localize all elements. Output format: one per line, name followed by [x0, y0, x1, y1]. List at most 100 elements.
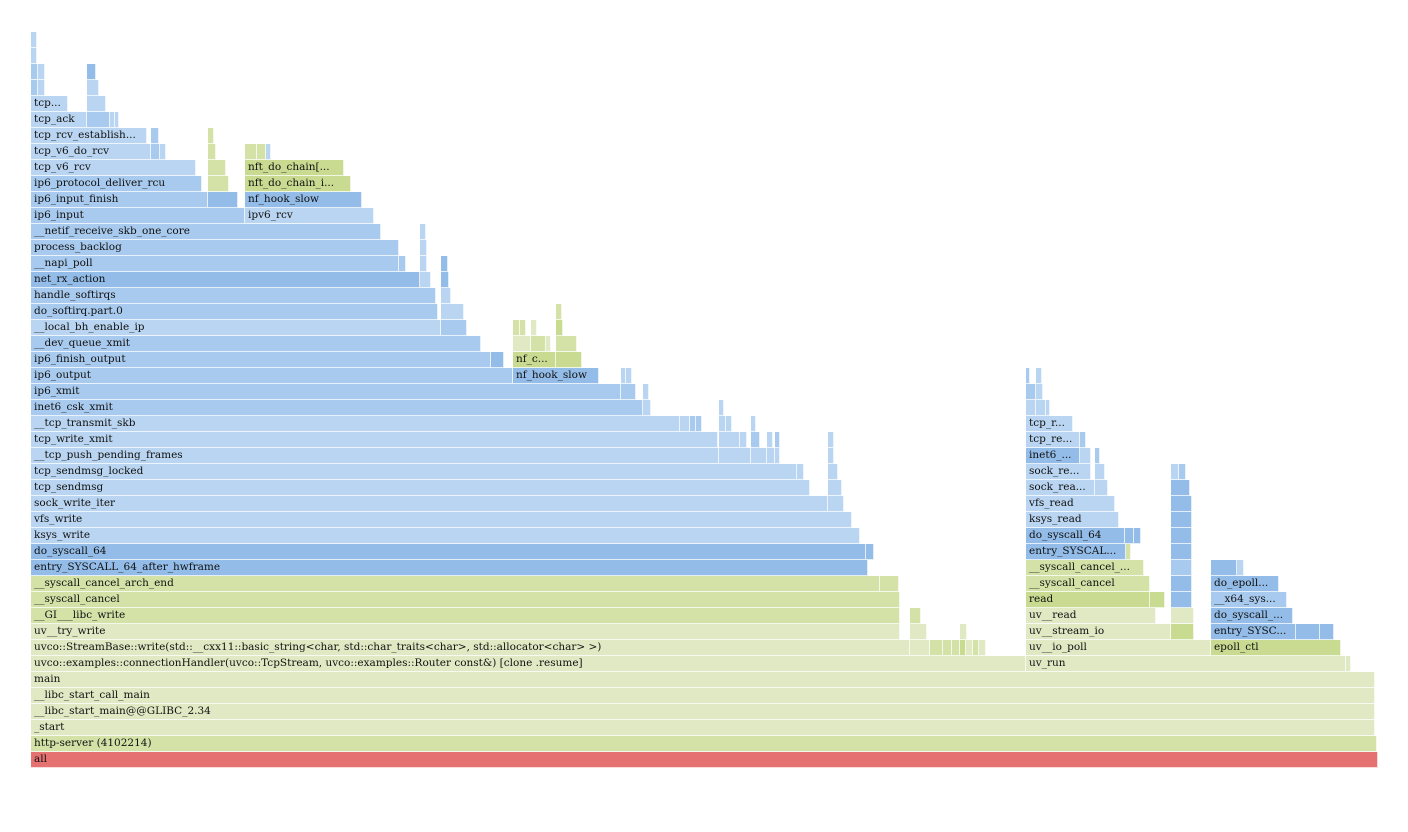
frame-libc-start-main-glibc-2-34[interactable]: __libc_start_main@@GLIBC_2.34 — [31, 704, 1376, 720]
frame[interactable] — [31, 48, 38, 64]
frame[interactable] — [531, 336, 546, 352]
frame-process-backlog[interactable]: process_backlog — [31, 240, 399, 256]
frame[interactable] — [519, 320, 526, 336]
frame-uv-run[interactable]: uv_run — [1026, 656, 1347, 672]
frame[interactable] — [207, 160, 227, 176]
frame[interactable] — [207, 128, 215, 144]
frame[interactable] — [257, 144, 267, 160]
frame-uvco-examples-connectionhandler-uvco-tcp[interactable]: uvco::examples::connectionHandler(uvco::… — [31, 656, 1027, 672]
frame-tcp-ack[interactable]: tcp_ack — [31, 112, 88, 128]
frame[interactable] — [245, 144, 258, 160]
frame-do-syscall[interactable]: do_syscall_... — [1210, 608, 1293, 624]
frame-do-epoll[interactable]: do_epoll... — [1210, 576, 1279, 592]
frame[interactable] — [910, 624, 928, 640]
frame[interactable] — [1170, 528, 1192, 544]
frame[interactable] — [151, 128, 159, 144]
frame-tcp-re[interactable]: tcp_re... — [1026, 432, 1081, 448]
frame[interactable] — [642, 400, 651, 416]
frame[interactable] — [1170, 496, 1192, 512]
frame[interactable] — [1080, 432, 1087, 448]
frame[interactable] — [929, 640, 944, 656]
frame-ksys-read[interactable]: ksys_read — [1026, 512, 1119, 528]
frame-nft-do-chain-i[interactable]: nft_do_chain_i... — [245, 176, 352, 192]
frame[interactable] — [1026, 400, 1036, 416]
frame-uv-io-poll[interactable]: uv__io_poll — [1026, 640, 1211, 656]
frame-http-server-4102214[interactable]: http-server (4102214) — [31, 736, 1378, 752]
frame[interactable] — [1170, 624, 1194, 640]
frame-tcp-transmit-skb[interactable]: __tcp_transmit_skb — [31, 416, 680, 432]
frame-epoll-ctl[interactable]: epoll_ctl — [1210, 640, 1341, 656]
frame[interactable] — [960, 640, 967, 656]
frame[interactable] — [207, 192, 239, 208]
frame[interactable] — [555, 304, 562, 320]
frame[interactable] — [555, 336, 577, 352]
frame[interactable] — [420, 240, 427, 256]
frame[interactable] — [441, 256, 449, 272]
frame-tcp-push-pending-frames[interactable]: __tcp_push_pending_frames — [31, 448, 720, 464]
frame-do-softirq-part-0[interactable]: do_softirq.part.0 — [31, 304, 438, 320]
frame[interactable] — [1026, 384, 1036, 400]
frame[interactable] — [1170, 464, 1179, 480]
frame-entry-sysc[interactable]: entry_SYSC... — [1210, 624, 1296, 640]
frame[interactable] — [441, 304, 465, 320]
frame[interactable] — [38, 80, 45, 96]
frame[interactable] — [642, 384, 649, 400]
frame[interactable] — [31, 64, 38, 80]
frame-inet6-csk-xmit[interactable]: inet6_csk_xmit — [31, 400, 643, 416]
frame[interactable] — [719, 416, 727, 432]
frame[interactable] — [828, 480, 843, 496]
frame[interactable] — [719, 400, 725, 416]
frame-ip6-input[interactable]: ip6_input — [31, 208, 246, 224]
frame[interactable] — [751, 448, 768, 464]
frame-nf-hook-slow[interactable]: nf_hook_slow — [245, 192, 363, 208]
frame[interactable] — [420, 256, 427, 272]
frame-uv-stream-io[interactable]: uv__stream_io — [1026, 624, 1171, 640]
frame[interactable] — [726, 416, 733, 432]
frame-syscall-cancel[interactable]: __syscall_cancel — [1026, 576, 1151, 592]
frame[interactable] — [1080, 448, 1092, 464]
frame[interactable] — [555, 352, 582, 368]
frame[interactable] — [207, 176, 229, 192]
frame[interactable] — [31, 32, 38, 48]
frame[interactable] — [797, 464, 805, 480]
frame-ip6-finish-output[interactable]: ip6_finish_output — [31, 352, 491, 368]
frame[interactable] — [689, 416, 696, 432]
frame[interactable] — [1319, 624, 1334, 640]
frame[interactable] — [531, 320, 538, 336]
frame-sock-rea[interactable]: sock_rea... — [1026, 480, 1095, 496]
frame[interactable] — [1094, 480, 1109, 496]
frame-uv-try-write[interactable]: uv__try_write — [31, 624, 900, 640]
frame[interactable] — [512, 320, 520, 336]
frame[interactable] — [828, 448, 835, 464]
frame-do-syscall-64[interactable]: do_syscall_64 — [31, 544, 866, 560]
frame-handle-softirqs[interactable]: handle_softirqs — [31, 288, 437, 304]
frame[interactable] — [38, 64, 45, 80]
frame[interactable] — [441, 288, 451, 304]
frame[interactable] — [910, 608, 922, 624]
frame[interactable] — [87, 80, 100, 96]
frame[interactable] — [1346, 656, 1352, 672]
frame-net-rx-action[interactable]: net_rx_action — [31, 272, 420, 288]
frame-tcp-sendmsg-locked[interactable]: tcp_sendmsg_locked — [31, 464, 798, 480]
frame[interactable] — [696, 416, 703, 432]
frame[interactable] — [1170, 560, 1192, 576]
frame[interactable] — [979, 640, 987, 656]
frame-ipv6-rcv[interactable]: ipv6_rcv — [245, 208, 375, 224]
frame-tcp-r[interactable]: tcp_r... — [1026, 416, 1074, 432]
frame-all[interactable]: all — [31, 752, 1378, 768]
frame[interactable] — [420, 224, 427, 240]
frame[interactable] — [1035, 400, 1046, 416]
frame[interactable] — [555, 320, 563, 336]
frame-do-syscall-64[interactable]: do_syscall_64 — [1026, 528, 1126, 544]
frame[interactable] — [1170, 576, 1192, 592]
frame[interactable] — [87, 64, 97, 80]
frame[interactable] — [1134, 528, 1142, 544]
frame-tcp-v6-rcv[interactable]: tcp_v6_rcv — [31, 160, 196, 176]
frame-nf-c[interactable]: nf_c... — [512, 352, 556, 368]
frame-read[interactable]: read — [1026, 592, 1151, 608]
frame[interactable] — [512, 336, 531, 352]
frame[interactable] — [767, 432, 774, 448]
frame[interactable] — [207, 144, 216, 160]
frame[interactable] — [740, 432, 748, 448]
frame[interactable] — [1210, 560, 1237, 576]
